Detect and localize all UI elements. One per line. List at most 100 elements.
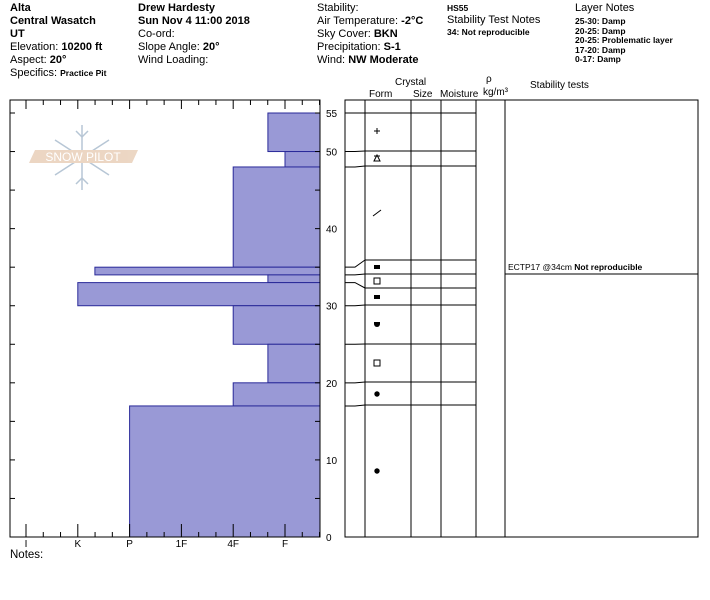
y-tick-label: 55 xyxy=(326,109,338,120)
crystal-header: Crystal xyxy=(395,77,427,88)
x-tick-label: I xyxy=(25,539,28,550)
chart-frame xyxy=(9,99,321,538)
slope-label: Slope Angle: xyxy=(138,41,203,53)
elevation: Elevation: 10200 ft xyxy=(10,41,102,54)
y-tick-label: 40 xyxy=(326,225,338,236)
faceted-icon xyxy=(373,277,381,285)
hardness-bar xyxy=(129,405,321,538)
aspect-value: 20° xyxy=(49,54,67,66)
hardness-bar xyxy=(232,382,321,407)
hardness-bar xyxy=(94,266,321,276)
hardness-bar xyxy=(267,112,321,153)
stability-test: ECTP17 @34cm Not reproducible xyxy=(508,262,642,272)
hs: HS55 xyxy=(447,3,469,13)
surface-hoar-icon xyxy=(373,153,381,162)
wind-value: NW Moderate xyxy=(348,54,419,66)
aspect-label: Aspect: xyxy=(10,54,50,66)
rho-header: ρ xyxy=(486,74,492,85)
wind: Wind: NW Moderate xyxy=(317,54,418,67)
precipitation: Precipitation: S-1 xyxy=(317,41,401,54)
moisture-header: Moisture xyxy=(440,89,479,100)
specifics-label: Specifics: xyxy=(10,67,61,79)
layer-note: 25-30: Damp xyxy=(575,16,626,26)
layer-connector xyxy=(345,381,366,384)
stability-note: 34: Not reproducible xyxy=(447,27,530,37)
test-name: ECTP17 @34cm xyxy=(508,262,572,272)
stability: Stability: xyxy=(317,2,359,14)
hardness-bar xyxy=(77,282,321,307)
precip-value: S-1 xyxy=(383,41,401,53)
x-tick-label: P xyxy=(126,539,133,550)
hardness-bar xyxy=(267,274,321,284)
layer-connector xyxy=(345,165,366,168)
x-tick-label: 4F xyxy=(227,539,239,550)
specifics-value: Practice Pit xyxy=(60,68,107,78)
slope: Slope Angle: 20° xyxy=(138,41,219,54)
air-temp-label: Air Temperature: xyxy=(317,15,402,27)
x-tick-label: K xyxy=(74,539,81,550)
snow-pilot-logo: SNOW PILOT xyxy=(29,125,138,190)
logo-text: SNOW PILOT xyxy=(45,150,121,164)
stability-notes-title: Stability Test Notes xyxy=(447,14,541,26)
layer-connector xyxy=(345,273,366,276)
sky-label: Sky Cover: xyxy=(317,28,374,40)
layer-note: 0-17: Damp xyxy=(575,54,621,64)
aspect: Aspect: 20° xyxy=(10,54,66,67)
wind-label: Wind: xyxy=(317,54,349,66)
size-header: Size xyxy=(413,89,433,100)
logo-banner xyxy=(29,150,138,163)
datetime: Sun Nov 4 11:00 2018 xyxy=(138,15,250,27)
layer-connector xyxy=(345,282,366,289)
y-tick-label: 20 xyxy=(326,379,338,390)
wind-loading: Wind Loading: xyxy=(138,54,209,66)
sky-cover: Sky Cover: BKN xyxy=(317,28,398,41)
layer-connector xyxy=(345,259,366,268)
layer-connector xyxy=(345,404,366,407)
x-tick-label: F xyxy=(282,539,288,550)
faceted-icon xyxy=(373,359,381,367)
layer-note: 20-25: Problematic layer xyxy=(575,35,673,45)
layer-connector xyxy=(345,150,366,153)
y-tick-label: 30 xyxy=(326,302,338,313)
rounds-icon xyxy=(374,468,380,474)
air-temp-value: -2°C xyxy=(401,15,424,27)
precip-label: Precipitation: xyxy=(317,41,384,53)
elevation-value: 10200 ft xyxy=(61,41,103,53)
test-note: Not reproducible xyxy=(574,262,643,272)
new-snow-icon xyxy=(374,128,380,134)
air-temp: Air Temperature: -2°C xyxy=(317,15,423,28)
slope-value: 20° xyxy=(202,41,220,53)
sky-value: BKN xyxy=(373,28,398,40)
y-tick-label: 10 xyxy=(326,456,338,467)
specifics: Specifics: Practice Pit xyxy=(10,67,106,80)
density-unit: kg/m³ xyxy=(483,87,508,98)
layer-notes-title: Layer Notes xyxy=(575,2,635,14)
facets-icon xyxy=(374,295,380,299)
y-tick-label: 50 xyxy=(326,148,338,159)
x-tick-label: 1F xyxy=(176,539,188,550)
layer-notes: 25-30: Damp 20-25: Damp 20-25: Problemat… xyxy=(575,16,673,65)
hardness-bar xyxy=(232,305,321,345)
facets-icon xyxy=(374,265,380,269)
state: UT xyxy=(10,28,25,40)
layer-connector xyxy=(345,304,366,307)
layer-note: 20-25: Damp xyxy=(575,25,626,36)
hardness-bar xyxy=(267,343,321,384)
hardness-bar xyxy=(284,151,321,168)
range: Central Wasatch xyxy=(10,15,96,27)
y-tick-label: 0 xyxy=(326,533,332,544)
location: Alta xyxy=(10,2,31,14)
elevation-label: Elevation: xyxy=(10,41,62,53)
stability-tests-header: Stability tests xyxy=(530,80,589,91)
coord: Co-ord: xyxy=(138,28,175,40)
notes-label: Notes: xyxy=(10,549,44,561)
decomposing-icon xyxy=(372,209,382,217)
table-frame xyxy=(344,99,699,538)
hardness-bar xyxy=(232,166,321,268)
observer: Drew Hardesty xyxy=(138,2,216,14)
form-header: Form xyxy=(369,89,393,100)
rounds-icon xyxy=(374,391,380,397)
layer-note: 17-20: Damp xyxy=(575,44,626,55)
